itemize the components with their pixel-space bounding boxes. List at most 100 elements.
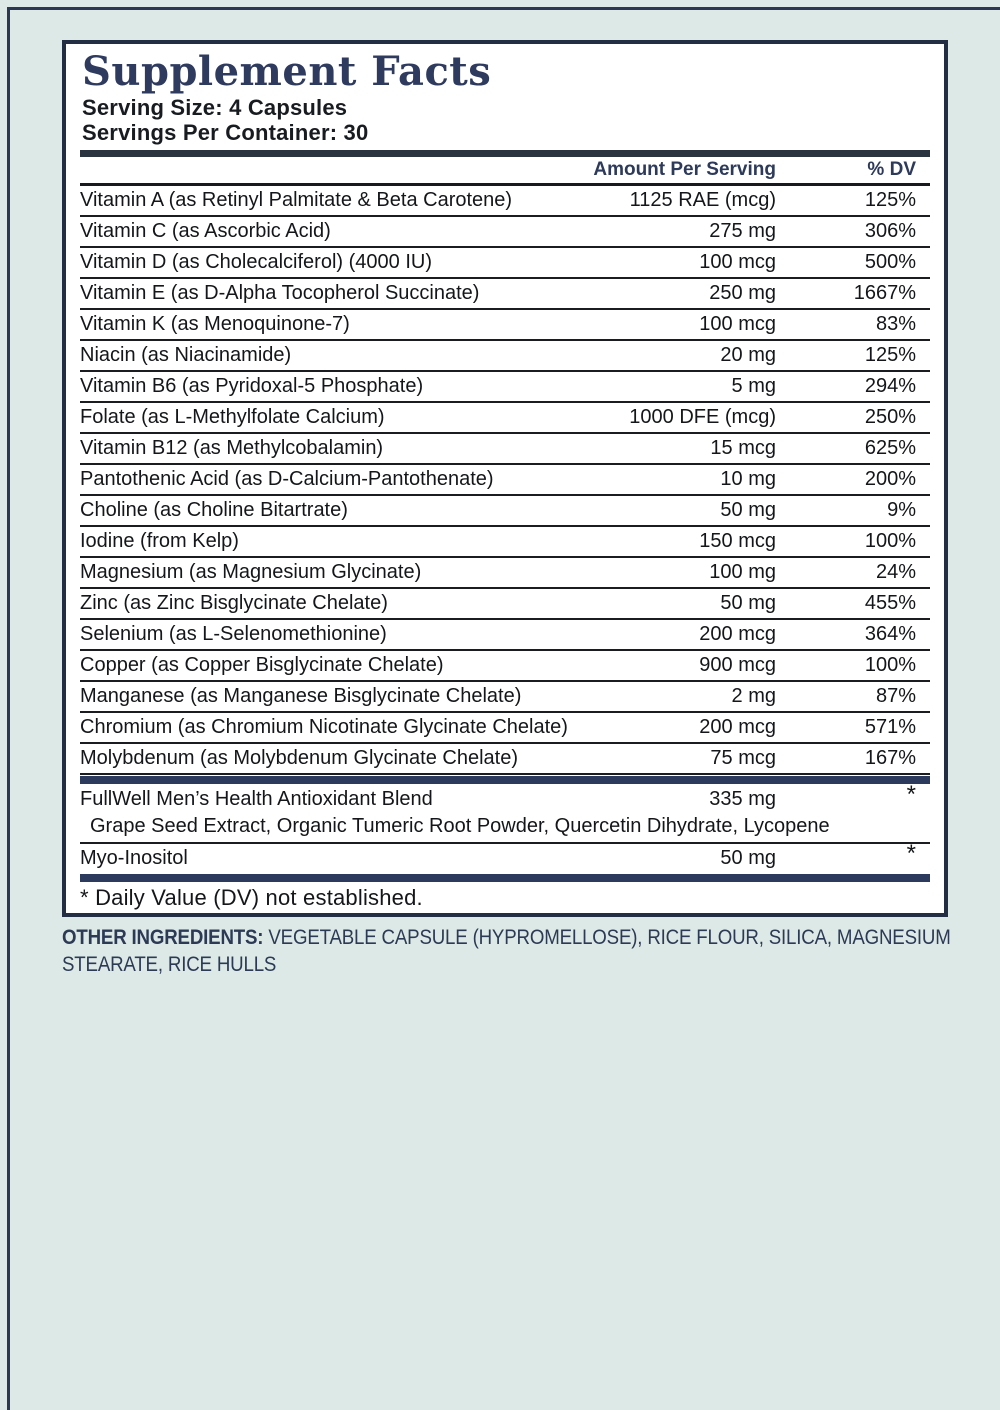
ingredient-amount: 10 mg [720,468,776,490]
table-row: Magnesium (as Magnesium Glycinate) 100 m… [80,558,930,589]
ingredient-dv: 250% [864,406,916,428]
panel-title: Supplement Facts [82,48,492,95]
divider-navy-footnote [80,874,930,882]
outer-frame [7,7,1000,1410]
ingredient-amount: 1000 DFE (mcg) [629,406,776,428]
blend-row: FullWell Men’s Health Antioxidant Blend … [80,781,930,814]
ingredient-dv: 500% [864,251,916,273]
ingredient-dv: 200% [864,468,916,490]
ingredient-name: Zinc (as Zinc Bisglycinate Chelate) [80,592,388,614]
divider-thick-top [80,150,930,157]
table-row: Vitamin B12 (as Methylcobalamin) 15 mcg … [80,434,930,465]
table-row: Vitamin B6 (as Pyridoxal-5 Phosphate) 5 … [80,372,930,403]
ingredient-name: Molybdenum (as Molybdenum Glycinate Chel… [80,747,518,769]
table-row: Selenium (as L-Selenomethionine) 200 mcg… [80,620,930,651]
ingredient-dv: 24% [875,561,916,583]
ingredient-name: Vitamin C (as Ascorbic Acid) [80,220,331,242]
ingredient-dv: 83% [875,313,916,335]
ingredient-amount: 2 mg [731,685,776,707]
ingredient-dv: 364% [864,623,916,645]
ingredient-amount: 1125 RAE (mcg) [629,189,776,211]
ingredient-name: Pantothenic Acid (as D-Calcium-Pantothen… [80,468,494,490]
ingredient-amount: 250 mg [709,282,776,304]
table-row: Vitamin E (as D-Alpha Tocopherol Succina… [80,279,930,310]
table-row: Vitamin C (as Ascorbic Acid) 275 mg 306% [80,217,930,248]
ingredient-amount: 50 mg [720,592,776,614]
ingredient-name: Choline (as Choline Bitartrate) [80,499,348,521]
ingredient-amount: 5 mg [731,375,776,397]
ingredient-name: Selenium (as L-Selenomethionine) [80,623,387,645]
ingredient-rows: Vitamin A (as Retinyl Palmitate & Beta C… [80,186,930,775]
ingredient-amount: 15 mcg [710,437,776,459]
other-ingredients-text: VEGETABLE CAPSULE (HYPROMELLOSE), RICE F… [62,926,951,976]
serving-size: Serving Size: 4 Capsules [82,95,348,120]
myo-inositol-dv: * [906,840,916,867]
table-row: Vitamin K (as Menoquinone-7) 100 mcg 83% [80,310,930,341]
ingredient-amount: 200 mcg [699,716,776,738]
ingredient-dv: 455% [864,592,916,614]
table-header: Amount Per Serving % DV [80,157,930,186]
blend-name: FullWell Men’s Health Antioxidant Blend [80,788,433,810]
ingredient-dv: 294% [864,375,916,397]
table-row: Iodine (from Kelp) 150 mcg 100% [80,527,930,558]
ingredient-amount: 75 mcg [710,747,776,769]
ingredient-name: Vitamin K (as Menoquinone-7) [80,313,350,335]
supplement-facts-panel: Supplement Facts Serving Size: 4 Capsule… [62,40,948,917]
table-row: Folate (as L-Methylfolate Calcium) 1000 … [80,403,930,434]
other-ingredients-label: OTHER INGREDIENTS: [62,926,264,949]
ingredient-name: Vitamin D (as Cholecalciferol) (4000 IU) [80,251,432,273]
ingredient-dv: 571% [864,716,916,738]
table-row: Manganese (as Manganese Bisglycinate Che… [80,682,930,713]
table-row: Choline (as Choline Bitartrate) 50 mg 9% [80,496,930,527]
ingredient-name: Folate (as L-Methylfolate Calcium) [80,406,385,428]
ingredient-name: Vitamin E (as D-Alpha Tocopherol Succina… [80,282,480,304]
ingredient-amount: 200 mcg [699,623,776,645]
myo-inositol-name: Myo-Inositol [80,847,188,869]
ingredient-name: Vitamin B12 (as Methylcobalamin) [80,437,384,459]
ingredient-name: Niacin (as Niacinamide) [80,344,292,366]
ingredient-name: Iodine (from Kelp) [80,530,239,552]
table-row: Molybdenum (as Molybdenum Glycinate Chel… [80,744,930,775]
ingredient-dv: 1667% [853,282,916,304]
ingredient-amount: 900 mcg [699,654,776,676]
blend-amount: 335 mg [709,788,776,810]
blend-dv: * [906,781,916,808]
ingredient-name: Vitamin A (as Retinyl Palmitate & Beta C… [80,189,513,211]
ingredient-dv: 167% [864,747,916,769]
ingredient-dv: 125% [864,189,916,211]
daily-value-footnote: * Daily Value (DV) not established. [80,885,423,910]
divider-navy-blend [80,776,930,784]
ingredient-amount: 100 mg [709,561,776,583]
ingredient-dv: 125% [864,344,916,366]
ingredient-name: Magnesium (as Magnesium Glycinate) [80,561,422,583]
ingredient-amount: 275 mg [709,220,776,242]
ingredient-dv: 306% [864,220,916,242]
table-row: Copper (as Copper Bisglycinate Chelate) … [80,651,930,682]
ingredient-dv: 9% [887,499,916,521]
other-ingredients: OTHER INGREDIENTS: VEGETABLE CAPSULE (HY… [62,924,961,978]
ingredient-name: Vitamin B6 (as Pyridoxal-5 Phosphate) [80,375,424,397]
ingredient-dv: 100% [864,654,916,676]
ingredient-name: Manganese (as Manganese Bisglycinate Che… [80,685,522,707]
table-row: Chromium (as Chromium Nicotinate Glycina… [80,713,930,744]
table-row: Vitamin A (as Retinyl Palmitate & Beta C… [80,186,930,217]
column-header-amount: Amount Per Serving [593,159,776,180]
table-row: Vitamin D (as Cholecalciferol) (4000 IU)… [80,248,930,279]
ingredient-dv: 87% [875,685,916,707]
table-row: Pantothenic Acid (as D-Calcium-Pantothen… [80,465,930,496]
table-row: Niacin (as Niacinamide) 20 mg 125% [80,341,930,372]
column-header-dv: % DV [867,159,916,180]
myo-inositol-amount: 50 mg [720,847,776,869]
servings-per-container: Servings Per Container: 30 [82,120,369,145]
ingredient-amount: 150 mcg [699,530,776,552]
ingredient-amount: 20 mg [720,344,776,366]
ingredient-dv: 625% [864,437,916,459]
ingredient-amount: 100 mcg [699,313,776,335]
blend-ingredients: Grape Seed Extract, Organic Tumeric Root… [80,814,930,844]
ingredient-name: Copper (as Copper Bisglycinate Chelate) [80,654,444,676]
table-row: Zinc (as Zinc Bisglycinate Chelate) 50 m… [80,589,930,620]
ingredient-dv: 100% [864,530,916,552]
myo-inositol-row: Myo-Inositol 50 mg * [80,840,930,873]
ingredient-amount: 50 mg [720,499,776,521]
ingredient-amount: 100 mcg [699,251,776,273]
